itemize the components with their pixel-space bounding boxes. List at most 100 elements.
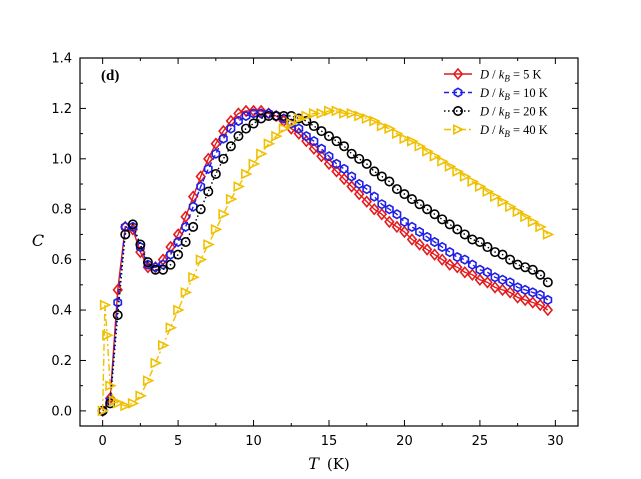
series-line	[102, 112, 549, 412]
data-point	[233, 107, 244, 120]
x-tick-label: 10	[245, 434, 262, 449]
x-tick-label: 25	[472, 434, 489, 449]
data-point	[399, 225, 410, 239]
data-point	[354, 178, 364, 190]
data-point	[165, 259, 176, 270]
data-point	[475, 264, 485, 275]
data-point	[354, 153, 365, 164]
data-point	[105, 380, 117, 392]
data-point	[112, 310, 123, 321]
data-point	[444, 160, 457, 172]
y-tick-label: 0.4	[51, 304, 72, 319]
data-point	[233, 181, 246, 193]
data-point	[165, 240, 176, 254]
data-point	[294, 123, 304, 134]
data-point	[234, 115, 243, 127]
data-point	[452, 224, 463, 235]
data-point	[467, 176, 479, 187]
legend-entry: D / kB = 5 K	[444, 68, 542, 84]
data-point	[323, 105, 336, 117]
data-point	[196, 181, 206, 192]
data-point	[384, 204, 394, 215]
data-point	[430, 236, 440, 248]
data-point	[422, 231, 432, 243]
series-4	[97, 105, 555, 417]
data-point	[527, 216, 540, 228]
data-point	[203, 163, 213, 175]
data-point	[278, 123, 291, 135]
data-point	[188, 271, 200, 283]
data-point	[308, 121, 319, 132]
data-point	[520, 211, 532, 223]
data-point	[120, 400, 132, 412]
data-point	[210, 168, 221, 179]
data-point	[308, 142, 320, 155]
series-layer	[97, 104, 555, 418]
data-point	[504, 286, 516, 299]
data-point	[421, 243, 433, 256]
data-point	[172, 228, 184, 241]
data-point	[218, 133, 228, 144]
data-point	[308, 107, 321, 119]
x-tick-label: 30	[547, 434, 564, 449]
data-point	[392, 209, 402, 220]
data-point	[535, 221, 547, 233]
data-point	[181, 221, 191, 233]
data-point	[150, 264, 161, 275]
data-point	[414, 238, 425, 251]
data-point	[165, 322, 178, 334]
data-point	[158, 264, 169, 275]
data-point	[293, 113, 306, 124]
data-point	[347, 171, 357, 182]
data-point	[211, 148, 221, 159]
data-point	[180, 237, 191, 248]
data-point	[301, 131, 311, 142]
x-tick-label: 15	[321, 434, 338, 449]
data-point	[226, 123, 236, 134]
data-point	[482, 186, 495, 198]
data-point	[120, 229, 131, 240]
data-point	[542, 277, 553, 288]
data-point	[376, 171, 387, 182]
data-point	[339, 141, 350, 152]
data-point	[225, 114, 237, 128]
x-tick-label: 0	[98, 434, 106, 449]
legend: D / kB = 5 K D / kB = 10 K D / kB = 20 K D …	[444, 68, 548, 139]
data-point	[263, 110, 274, 121]
data-point	[535, 269, 546, 280]
data-point	[218, 153, 229, 164]
data-point	[527, 264, 538, 275]
data-point	[158, 339, 170, 351]
data-point	[444, 258, 455, 271]
data-point	[399, 133, 412, 145]
data-point	[436, 253, 448, 266]
data-point	[218, 124, 229, 138]
y-tick-label: 0.6	[51, 253, 72, 268]
data-point	[135, 390, 147, 402]
data-point	[460, 254, 470, 265]
data-point	[406, 233, 418, 246]
data-point	[346, 107, 359, 119]
data-point	[482, 276, 493, 289]
data-point	[188, 221, 199, 232]
data-point	[317, 143, 326, 154]
data-point	[542, 228, 555, 240]
data-point	[384, 123, 396, 135]
data-point	[338, 172, 350, 186]
data-point	[445, 246, 455, 258]
data-point	[99, 299, 112, 311]
data-point	[437, 155, 449, 167]
data-point	[248, 158, 261, 170]
data-point	[459, 266, 471, 279]
data-point	[489, 281, 501, 294]
data-point	[422, 204, 433, 215]
data-point	[399, 189, 410, 200]
data-point	[528, 287, 538, 298]
data-point	[112, 397, 125, 409]
data-point	[102, 329, 114, 341]
legend-label: D / kB = 5 K	[479, 68, 542, 84]
data-point	[354, 110, 366, 122]
data-point	[474, 273, 486, 287]
data-point	[264, 108, 274, 119]
